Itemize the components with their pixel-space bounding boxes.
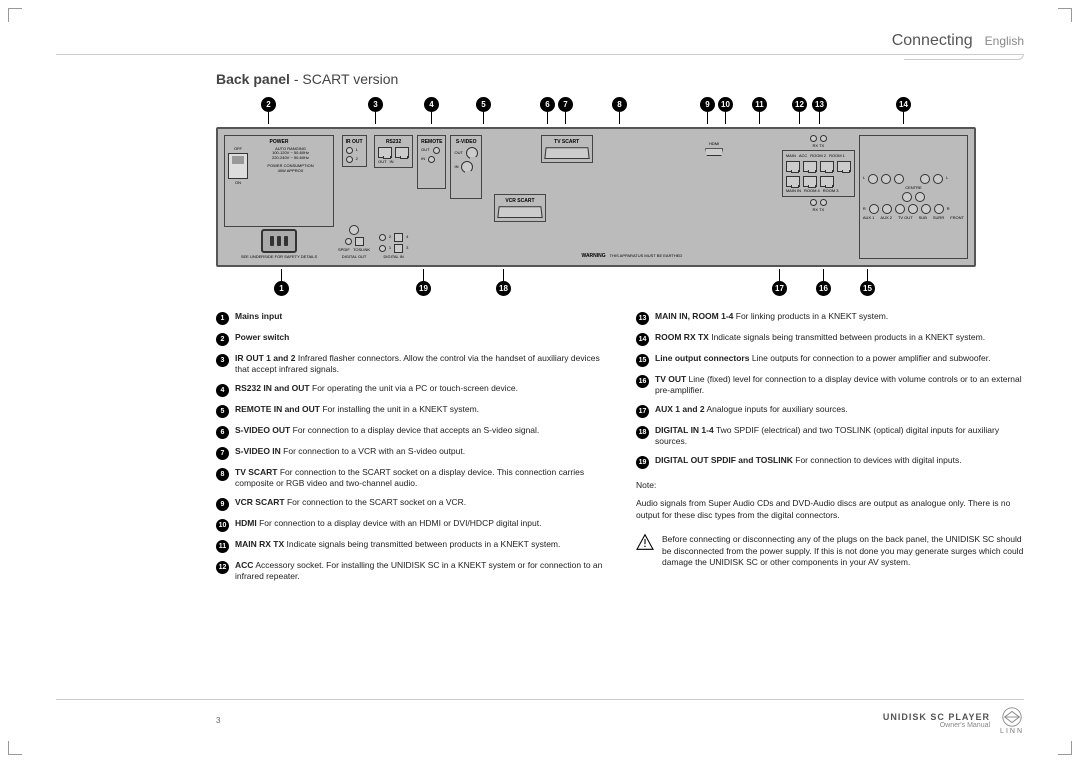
desc-item-7: 7S-VIDEO IN For connection to a VCR with… <box>216 446 604 460</box>
descriptions: 1Mains input 2Power switch 3IR OUT 1 and 2… <box>216 311 1024 583</box>
callout-7: 7 <box>558 97 573 124</box>
callout-10: 10 <box>718 97 733 124</box>
page-header: Connecting English <box>56 32 1024 55</box>
page-title: Back panel - SCART version <box>216 71 1024 87</box>
language-label: English <box>985 34 1024 48</box>
desc-item-9: 9VCR SCART For connection to the SCART s… <box>216 497 604 511</box>
callout-6: 6 <box>540 97 555 124</box>
callout-12: 12 <box>792 97 807 124</box>
brand-logo: LINN <box>1000 706 1024 735</box>
desc-item-8: 8TV SCART For connection to the SCART so… <box>216 467 604 490</box>
desc-item-16: 16TV OUT Line (fixed) level for connecti… <box>636 374 1024 397</box>
desc-item-4: 4RS232 IN and OUT For operating the unit… <box>216 383 604 397</box>
desc-item-10: 10HDMI For connection to a display devic… <box>216 518 604 532</box>
desc-item-14: 14ROOM RX TX Indicate signals being tran… <box>636 332 1024 346</box>
panel-drawing: POWER OFFON AUTO RANGING 100-120V ~ 50-6… <box>216 127 976 267</box>
callout-4: 4 <box>424 97 439 124</box>
callout-11: 11 <box>752 97 767 124</box>
desc-item-17: 17AUX 1 and 2 Analogue inputs for auxili… <box>636 404 1024 418</box>
note-label: Note: <box>636 480 1024 491</box>
section-title: Connecting <box>892 32 973 50</box>
desc-item-13: 13MAIN IN, ROOM 1-4 For linking products… <box>636 311 1024 325</box>
desc-item-5: 5REMOTE IN and OUT For installing the un… <box>216 404 604 418</box>
desc-item-11: 11MAIN RX TX Indicate signals being tran… <box>216 539 604 553</box>
desc-item-19: 19DIGITAL OUT SPDIF and TOSLINK For conn… <box>636 455 1024 469</box>
page-footer: 3 UNIDISK SC PLAYER Owner's Manual LINN <box>56 699 1024 735</box>
warning-box: Before connecting or disconnecting any o… <box>636 534 1024 568</box>
callout-18: 18 <box>496 269 511 296</box>
callout-16: 16 <box>816 269 831 296</box>
desc-item-15: 15Line output connectors Line outputs fo… <box>636 353 1024 367</box>
callout-5: 5 <box>476 97 491 124</box>
callout-2: 2 <box>261 97 276 124</box>
desc-item-12: 12ACC Accessory socket. For installing t… <box>216 560 604 583</box>
callout-8: 8 <box>612 97 627 124</box>
desc-item-1: 1Mains input <box>216 311 604 325</box>
desc-item-3: 3IR OUT 1 and 2 Infrared flasher connect… <box>216 353 604 376</box>
callout-17: 17 <box>772 269 787 296</box>
callout-19: 19 <box>416 269 431 296</box>
callout-14: 14 <box>896 97 911 124</box>
product-name: UNIDISK SC PLAYER <box>883 712 990 722</box>
mains-input-icon <box>261 229 297 253</box>
page-number: 3 <box>216 716 220 725</box>
desc-item-2: 2Power switch <box>216 332 604 346</box>
callout-15: 15 <box>860 269 875 296</box>
desc-item-18: 18DIGITAL IN 1-4 Two SPDIF (electrical) … <box>636 425 1024 448</box>
callout-9: 9 <box>700 97 715 124</box>
callout-3: 3 <box>368 97 383 124</box>
back-panel-diagram: 2 3 4 5 67 8 910 11 1213 14 POWER OFFON AUTO RANG… <box>216 97 976 297</box>
desc-item-6: 6S-VIDEO OUT For connection to a display… <box>216 425 604 439</box>
manual-label: Owner's Manual <box>883 722 990 729</box>
warning-icon <box>636 534 654 550</box>
note-text: Audio signals from Super Audio CDs and D… <box>636 498 1024 521</box>
callout-1: 1 <box>274 269 289 296</box>
callout-13: 13 <box>812 97 827 124</box>
